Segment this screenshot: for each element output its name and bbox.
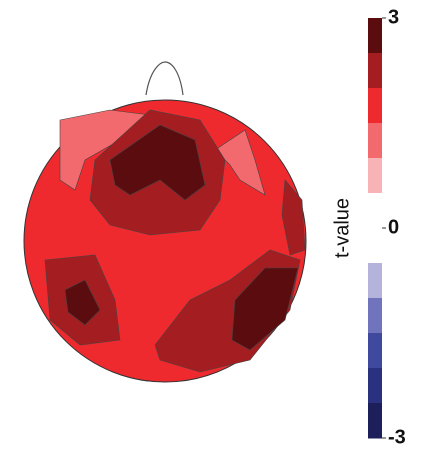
contour — [231, 267, 299, 351]
colorbar-band — [368, 403, 382, 439]
colorbar-band — [368, 333, 382, 369]
colorbar-band — [368, 193, 382, 229]
colorbar-band — [368, 53, 382, 89]
tick-label: 3 — [388, 6, 399, 28]
tick-label: -3 — [388, 426, 406, 448]
colorbar-band — [368, 298, 382, 334]
contour — [214, 129, 266, 196]
tick-label: 0 — [388, 216, 399, 238]
nose — [145, 61, 184, 96]
contour — [59, 109, 151, 191]
colorbar-band — [368, 158, 382, 194]
colorbar-band — [368, 123, 382, 159]
contour — [64, 279, 101, 326]
colorbar-band — [368, 263, 382, 299]
contour — [281, 179, 306, 256]
colorbar-band — [368, 368, 382, 404]
contour — [109, 124, 206, 201]
colorbar-band — [368, 18, 382, 54]
head-map — [23, 61, 307, 383]
colorbar-label: t-value — [331, 198, 353, 258]
colorbar-band — [368, 228, 382, 264]
colorbar-band — [368, 88, 382, 124]
